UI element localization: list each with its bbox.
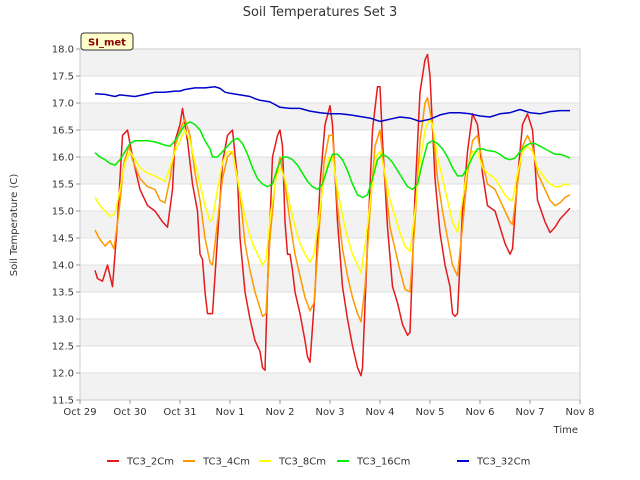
x-axis: Oct 29 Oct 30 Oct 31 Nov 1 Nov 2 Nov 3 Nov 4 No… <box>63 400 595 418</box>
legend-label-TC3_2Cm: TC3_2Cm <box>126 457 174 468</box>
x-tick-label: Nov 2 <box>265 407 294 418</box>
series-line-TC3_16Cm <box>94 121 571 199</box>
y-axis-label: Soil Temperature (C) <box>9 174 20 277</box>
grid-band <box>80 211 580 238</box>
x-tick-label: Nov 6 <box>465 407 494 418</box>
y-tick-label: 12.0 <box>52 369 74 380</box>
grid-band <box>80 49 580 76</box>
badge: SI_met <box>80 32 134 51</box>
series-line-TC3_8Cm <box>94 118 571 274</box>
y-tick-label: 17.5 <box>52 72 74 83</box>
y-tick-label: 18.0 <box>52 45 74 56</box>
x-tick-label: Nov 8 <box>565 407 594 418</box>
x-axis-label: Time <box>553 425 578 436</box>
legend: TC3_2Cm TC3_4Cm TC3_8Cm TC3_16Cm TC3_32Cm <box>107 457 530 468</box>
x-tick-label: Nov 7 <box>515 407 544 418</box>
grid-band <box>80 319 580 346</box>
x-tick-label: Nov 3 <box>315 407 344 418</box>
y-tick-label: 14.5 <box>52 234 74 245</box>
y-tick-label: 16.5 <box>52 126 74 137</box>
y-tick-label: 13.0 <box>52 315 74 326</box>
badge-label: SI_met <box>88 38 126 49</box>
chart-title: Soil Temperatures Set 3 <box>243 5 398 20</box>
x-tick-label: Oct 31 <box>163 407 196 418</box>
x-tick-label: Oct 29 <box>63 407 96 418</box>
series-lines <box>94 53 571 377</box>
series-line-TC3_2Cm <box>94 53 571 377</box>
grid-band <box>80 265 580 292</box>
x-tick-label: Nov 4 <box>365 407 394 418</box>
x-tick-label: Nov 1 <box>215 407 244 418</box>
y-tick-label: 16.0 <box>52 153 74 164</box>
y-tick-label: 15.5 <box>52 180 74 191</box>
y-tick-label: 13.5 <box>52 288 74 299</box>
grid-band <box>80 373 580 400</box>
x-tick-label: Oct 30 <box>113 407 146 418</box>
legend-label-TC3_32Cm: TC3_32Cm <box>476 457 530 468</box>
y-tick-label: 17.0 <box>52 99 74 110</box>
y-tick-label: 12.5 <box>52 342 74 353</box>
y-tick-label: 15.0 <box>52 207 74 218</box>
legend-label-TC3_8Cm: TC3_8Cm <box>278 457 326 468</box>
y-tick-label: 11.5 <box>52 396 74 407</box>
legend-label-TC3_4Cm: TC3_4Cm <box>202 457 250 468</box>
series-line-TC3_32Cm <box>94 86 570 123</box>
series-line-TC3_4Cm <box>94 96 571 323</box>
x-tick-label: Nov 5 <box>415 407 444 418</box>
badge-box <box>80 32 134 51</box>
legend-label-TC3_16Cm: TC3_16Cm <box>356 457 410 468</box>
plot-background <box>80 49 580 400</box>
y-axis: 11.5 12.0 12.5 13.0 13.5 14.0 14.5 15.0 15.5 16.0… <box>52 45 80 407</box>
y-tick-label: 14.0 <box>52 261 74 272</box>
